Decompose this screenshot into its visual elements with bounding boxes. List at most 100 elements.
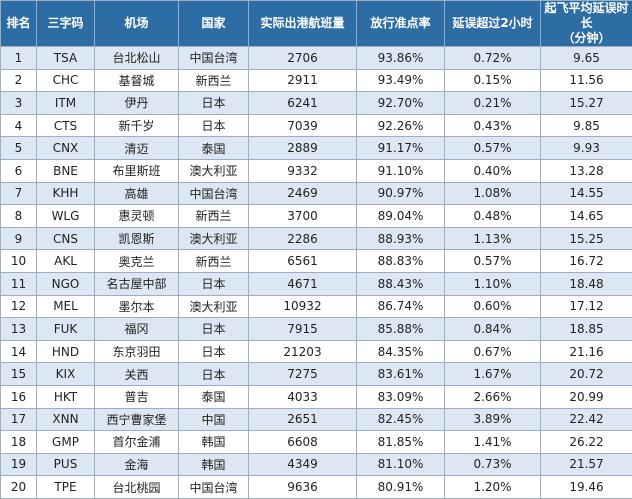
cell-departures: 2706: [249, 47, 357, 70]
cell-country: 澳大利亚: [179, 159, 249, 182]
cell-on-time-rate: 84.35%: [357, 340, 445, 363]
cell-airport: 名古屋中部: [95, 272, 179, 295]
cell-avg-delay: 20.72: [541, 363, 632, 386]
cell-avg-delay: 11.56: [541, 69, 632, 92]
header-country: 国家: [179, 1, 249, 47]
cell-avg-delay: 9.85: [541, 114, 632, 137]
cell-rank: 4: [1, 114, 37, 137]
header-iata-code: 三字码: [37, 1, 95, 47]
cell-delay-over-2h: 0.84%: [445, 318, 541, 341]
cell-iata-code: ITM: [37, 92, 95, 115]
cell-on-time-rate: 92.26%: [357, 114, 445, 137]
cell-iata-code: KHH: [37, 182, 95, 205]
cell-delay-over-2h: 1.41%: [445, 431, 541, 454]
cell-delay-over-2h: 3.89%: [445, 408, 541, 431]
cell-avg-delay: 26.22: [541, 431, 632, 454]
cell-delay-over-2h: 2.66%: [445, 385, 541, 408]
cell-airport: 凯恩斯: [95, 227, 179, 250]
cell-rank: 9: [1, 227, 37, 250]
cell-avg-delay: 15.25: [541, 227, 632, 250]
cell-iata-code: AKL: [37, 250, 95, 273]
cell-iata-code: XNN: [37, 408, 95, 431]
cell-on-time-rate: 90.97%: [357, 182, 445, 205]
header-airport: 机场: [95, 1, 179, 47]
cell-airport: 基督城: [95, 69, 179, 92]
cell-country: 韩国: [179, 431, 249, 454]
cell-iata-code: CHC: [37, 69, 95, 92]
cell-departures: 4033: [249, 385, 357, 408]
cell-airport: 东京羽田: [95, 340, 179, 363]
cell-country: 韩国: [179, 453, 249, 476]
cell-avg-delay: 21.57: [541, 453, 632, 476]
cell-iata-code: KIX: [37, 363, 95, 386]
cell-avg-delay: 14.55: [541, 182, 632, 205]
cell-country: 新西兰: [179, 205, 249, 228]
cell-country: 日本: [179, 340, 249, 363]
cell-country: 中国台湾: [179, 47, 249, 70]
cell-avg-delay: 21.16: [541, 340, 632, 363]
cell-departures: 6608: [249, 431, 357, 454]
cell-on-time-rate: 92.70%: [357, 92, 445, 115]
cell-rank: 12: [1, 295, 37, 318]
cell-airport: 伊丹: [95, 92, 179, 115]
header-rank: 排名: [1, 1, 37, 47]
cell-rank: 13: [1, 318, 37, 341]
cell-country: 新西兰: [179, 250, 249, 273]
cell-on-time-rate: 88.83%: [357, 250, 445, 273]
cell-departures: 2889: [249, 137, 357, 160]
cell-rank: 3: [1, 92, 37, 115]
cell-airport: 奥克兰: [95, 250, 179, 273]
cell-airport: 西宁曹家堡: [95, 408, 179, 431]
cell-departures: 2286: [249, 227, 357, 250]
cell-airport: 首尔金浦: [95, 431, 179, 454]
cell-country: 中国: [179, 408, 249, 431]
cell-delay-over-2h: 0.57%: [445, 250, 541, 273]
cell-departures: 2651: [249, 408, 357, 431]
cell-on-time-rate: 83.09%: [357, 385, 445, 408]
cell-airport: 普吉: [95, 385, 179, 408]
header-row: 排名 三字码 机场 国家 实际出港航班量 放行准点率 延误超过2小时 起飞平均延…: [1, 1, 632, 47]
cell-on-time-rate: 85.88%: [357, 318, 445, 341]
cell-delay-over-2h: 1.13%: [445, 227, 541, 250]
cell-iata-code: WLG: [37, 205, 95, 228]
cell-delay-over-2h: 0.15%: [445, 69, 541, 92]
cell-avg-delay: 22.42: [541, 408, 632, 431]
cell-on-time-rate: 82.45%: [357, 408, 445, 431]
cell-rank: 20: [1, 476, 37, 499]
cell-rank: 7: [1, 182, 37, 205]
cell-on-time-rate: 91.10%: [357, 159, 445, 182]
cell-country: 日本: [179, 92, 249, 115]
cell-on-time-rate: 81.85%: [357, 431, 445, 454]
cell-country: 日本: [179, 272, 249, 295]
cell-departures: 7915: [249, 318, 357, 341]
cell-iata-code: HKT: [37, 385, 95, 408]
cell-delay-over-2h: 0.57%: [445, 137, 541, 160]
cell-departures: 2911: [249, 69, 357, 92]
cell-rank: 5: [1, 137, 37, 160]
cell-departures: 4671: [249, 272, 357, 295]
cell-country: 日本: [179, 114, 249, 137]
cell-airport: 惠灵顿: [95, 205, 179, 228]
cell-on-time-rate: 86.74%: [357, 295, 445, 318]
cell-country: 澳大利亚: [179, 295, 249, 318]
cell-avg-delay: 9.93: [541, 137, 632, 160]
cell-on-time-rate: 89.04%: [357, 205, 445, 228]
cell-country: 中国台湾: [179, 476, 249, 499]
cell-iata-code: CNX: [37, 137, 95, 160]
cell-avg-delay: 20.99: [541, 385, 632, 408]
cell-delay-over-2h: 0.67%: [445, 340, 541, 363]
header-departures: 实际出港航班量: [249, 1, 357, 47]
cell-departures: 3700: [249, 205, 357, 228]
cell-departures: 7275: [249, 363, 357, 386]
cell-avg-delay: 13.28: [541, 159, 632, 182]
cell-on-time-rate: 93.49%: [357, 69, 445, 92]
